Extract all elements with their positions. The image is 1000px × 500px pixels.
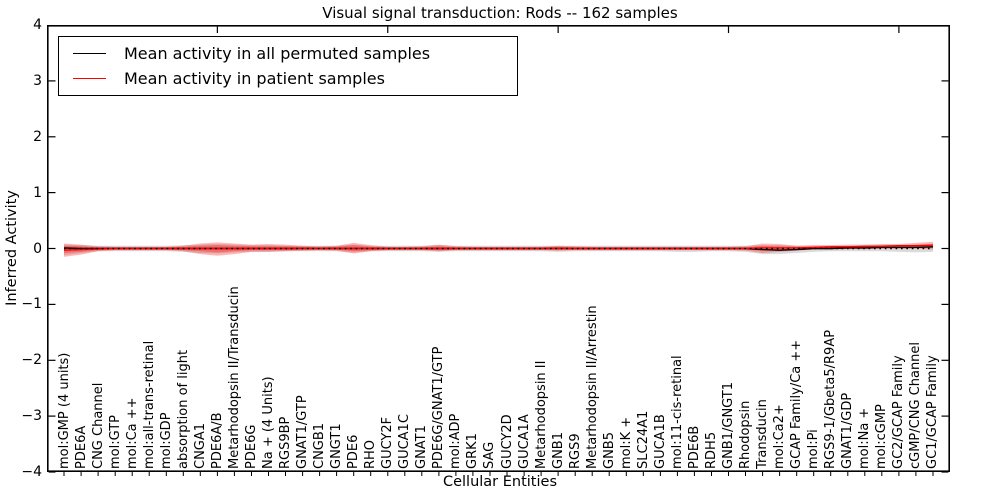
- legend-item-permuted: Mean activity in all permuted samples: [59, 44, 517, 63]
- chart-plot-svg: [47, 25, 950, 476]
- patient-line-swatch-icon: [73, 78, 106, 80]
- y-tick-label: 2: [33, 128, 42, 145]
- y-tick-label: 1: [33, 184, 42, 201]
- y-tick-label: −2: [21, 352, 42, 369]
- plot-area: mol:GMP (4 units) PDE6A CNG Channel mol:GTP…: [47, 25, 950, 478]
- axes-frame: [47, 25, 950, 472]
- y-tick-label: −1: [21, 296, 42, 313]
- legend-label-patient: Mean activity in patient samples: [124, 69, 385, 89]
- legend-item-patient: Mean activity in patient samples: [59, 69, 517, 88]
- chart-title: Visual signal transduction: Rods -- 162 …: [322, 4, 678, 22]
- y-tick-label: 4: [33, 17, 42, 33]
- legend-label-permuted: Mean activity in all permuted samples: [124, 43, 431, 63]
- y-tick-label: 0: [33, 240, 42, 257]
- y-tick-label: −3: [21, 408, 42, 425]
- band-patient-sample-range: [64, 241, 933, 257]
- chart-legend: Mean activity in all permuted samples Me…: [58, 36, 518, 96]
- y-tick-label: 3: [33, 72, 42, 89]
- permuted-line-swatch-icon: [73, 52, 106, 54]
- x-axis-title: Cellular Entities: [442, 474, 558, 490]
- band-permuted-sample-range: [64, 244, 933, 256]
- y-tick-label: −4: [21, 464, 42, 480]
